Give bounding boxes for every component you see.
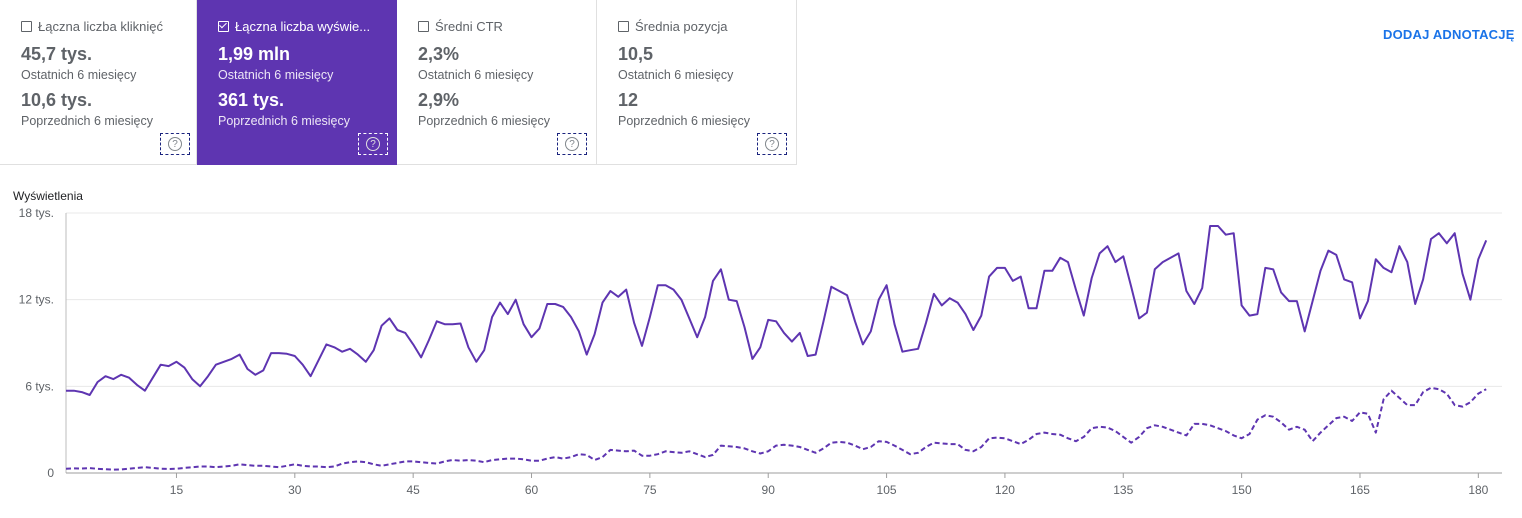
- help-button[interactable]: ?: [557, 133, 587, 155]
- card-label: Średni CTR: [435, 19, 503, 34]
- value-current: 1,99 mln: [218, 44, 291, 64]
- metric-cards: Łączna liczba kliknięć 45,7 tys. Ostatni…: [0, 0, 797, 165]
- period-previous: Poprzednich 6 miesięcy: [21, 114, 154, 128]
- period-previous: Poprzednich 6 miesięcy: [218, 114, 351, 128]
- checkbox[interactable]: [21, 21, 32, 32]
- help-icon: ?: [565, 137, 579, 151]
- period-previous: Poprzednich 6 miesięcy: [618, 114, 751, 128]
- card-header[interactable]: Łączna liczba kliknięć: [21, 19, 163, 34]
- x-tick-label: 150: [1232, 483, 1252, 497]
- help-button[interactable]: ?: [757, 133, 787, 155]
- value-previous: 361 tys.: [218, 90, 285, 110]
- card-label: Łączna liczba wyświe...: [235, 19, 371, 34]
- value-previous: 12: [618, 90, 639, 110]
- x-tick-label: 30: [288, 483, 302, 497]
- help-button[interactable]: ?: [358, 133, 388, 155]
- x-tick-label: 60: [525, 483, 539, 497]
- card-average-position[interactable]: Średnia pozycja 10,5 Ostatnich 6 miesięc…: [597, 0, 797, 165]
- y-tick-label: 18 tys.: [19, 206, 54, 220]
- y-tick-label: 6 tys.: [25, 379, 54, 393]
- y-tick-label: 12 tys.: [19, 293, 54, 307]
- x-tick-label: 90: [762, 483, 776, 497]
- add-annotation-button[interactable]: DODAJ ADNOTACJĘ: [1383, 27, 1515, 42]
- help-icon: ?: [366, 137, 380, 151]
- x-tick-label: 180: [1468, 483, 1488, 497]
- period-current: Ostatnich 6 miesięcy: [21, 68, 137, 82]
- x-tick-label: 135: [1113, 483, 1133, 497]
- period-current: Ostatnich 6 miesięcy: [618, 68, 734, 82]
- period-current: Ostatnich 6 miesięcy: [218, 68, 334, 82]
- checkbox[interactable]: [218, 20, 229, 32]
- x-tick-label: 15: [170, 483, 184, 497]
- y-axis-title: Wyświetlenia: [13, 189, 83, 203]
- help-icon: ?: [765, 137, 779, 151]
- card-header[interactable]: Średnia pozycja: [618, 19, 728, 34]
- checkbox[interactable]: [618, 21, 629, 32]
- period-current: Ostatnich 6 miesięcy: [418, 68, 534, 82]
- card-total-impressions[interactable]: Łączna liczba wyświe... 1,99 mln Ostatni…: [197, 0, 570, 165]
- x-tick-label: 105: [877, 483, 897, 497]
- x-tick-label: 120: [995, 483, 1015, 497]
- impressions-chart: 0 6 tys. 12 tys. 18 tys. 15 30 45 60 75 90 105 120 1…: [19, 206, 1502, 497]
- help-icon: ?: [168, 137, 182, 151]
- card-label: Łączna liczba kliknięć: [38, 19, 164, 34]
- card-average-ctr[interactable]: Średni CTR 2,3% Ostatnich 6 miesięcy 2,9…: [397, 0, 597, 165]
- x-tick-label: 75: [643, 483, 657, 497]
- checkbox[interactable]: [418, 21, 429, 32]
- card-total-clicks[interactable]: Łączna liczba kliknięć 45,7 tys. Ostatni…: [0, 0, 197, 165]
- card-label: Średnia pozycja: [635, 19, 728, 34]
- value-current: 10,5: [618, 44, 654, 64]
- series-line-current: [66, 225, 1488, 396]
- x-tick-label: 45: [406, 483, 420, 497]
- help-button[interactable]: ?: [160, 133, 190, 155]
- x-tick-label: 165: [1350, 483, 1370, 497]
- value-previous: 10,6 tys.: [21, 90, 93, 110]
- card-header[interactable]: Średni CTR: [418, 19, 503, 34]
- value-previous: 2,9%: [418, 90, 460, 110]
- y-tick-label: 0: [47, 466, 54, 480]
- value-current: 2,3%: [418, 44, 460, 64]
- period-previous: Poprzednich 6 miesięcy: [418, 114, 551, 128]
- series-line-previous: [65, 386, 1487, 471]
- card-header[interactable]: Łączna liczba wyświe...: [218, 19, 370, 34]
- value-current: 45,7 tys.: [21, 44, 93, 64]
